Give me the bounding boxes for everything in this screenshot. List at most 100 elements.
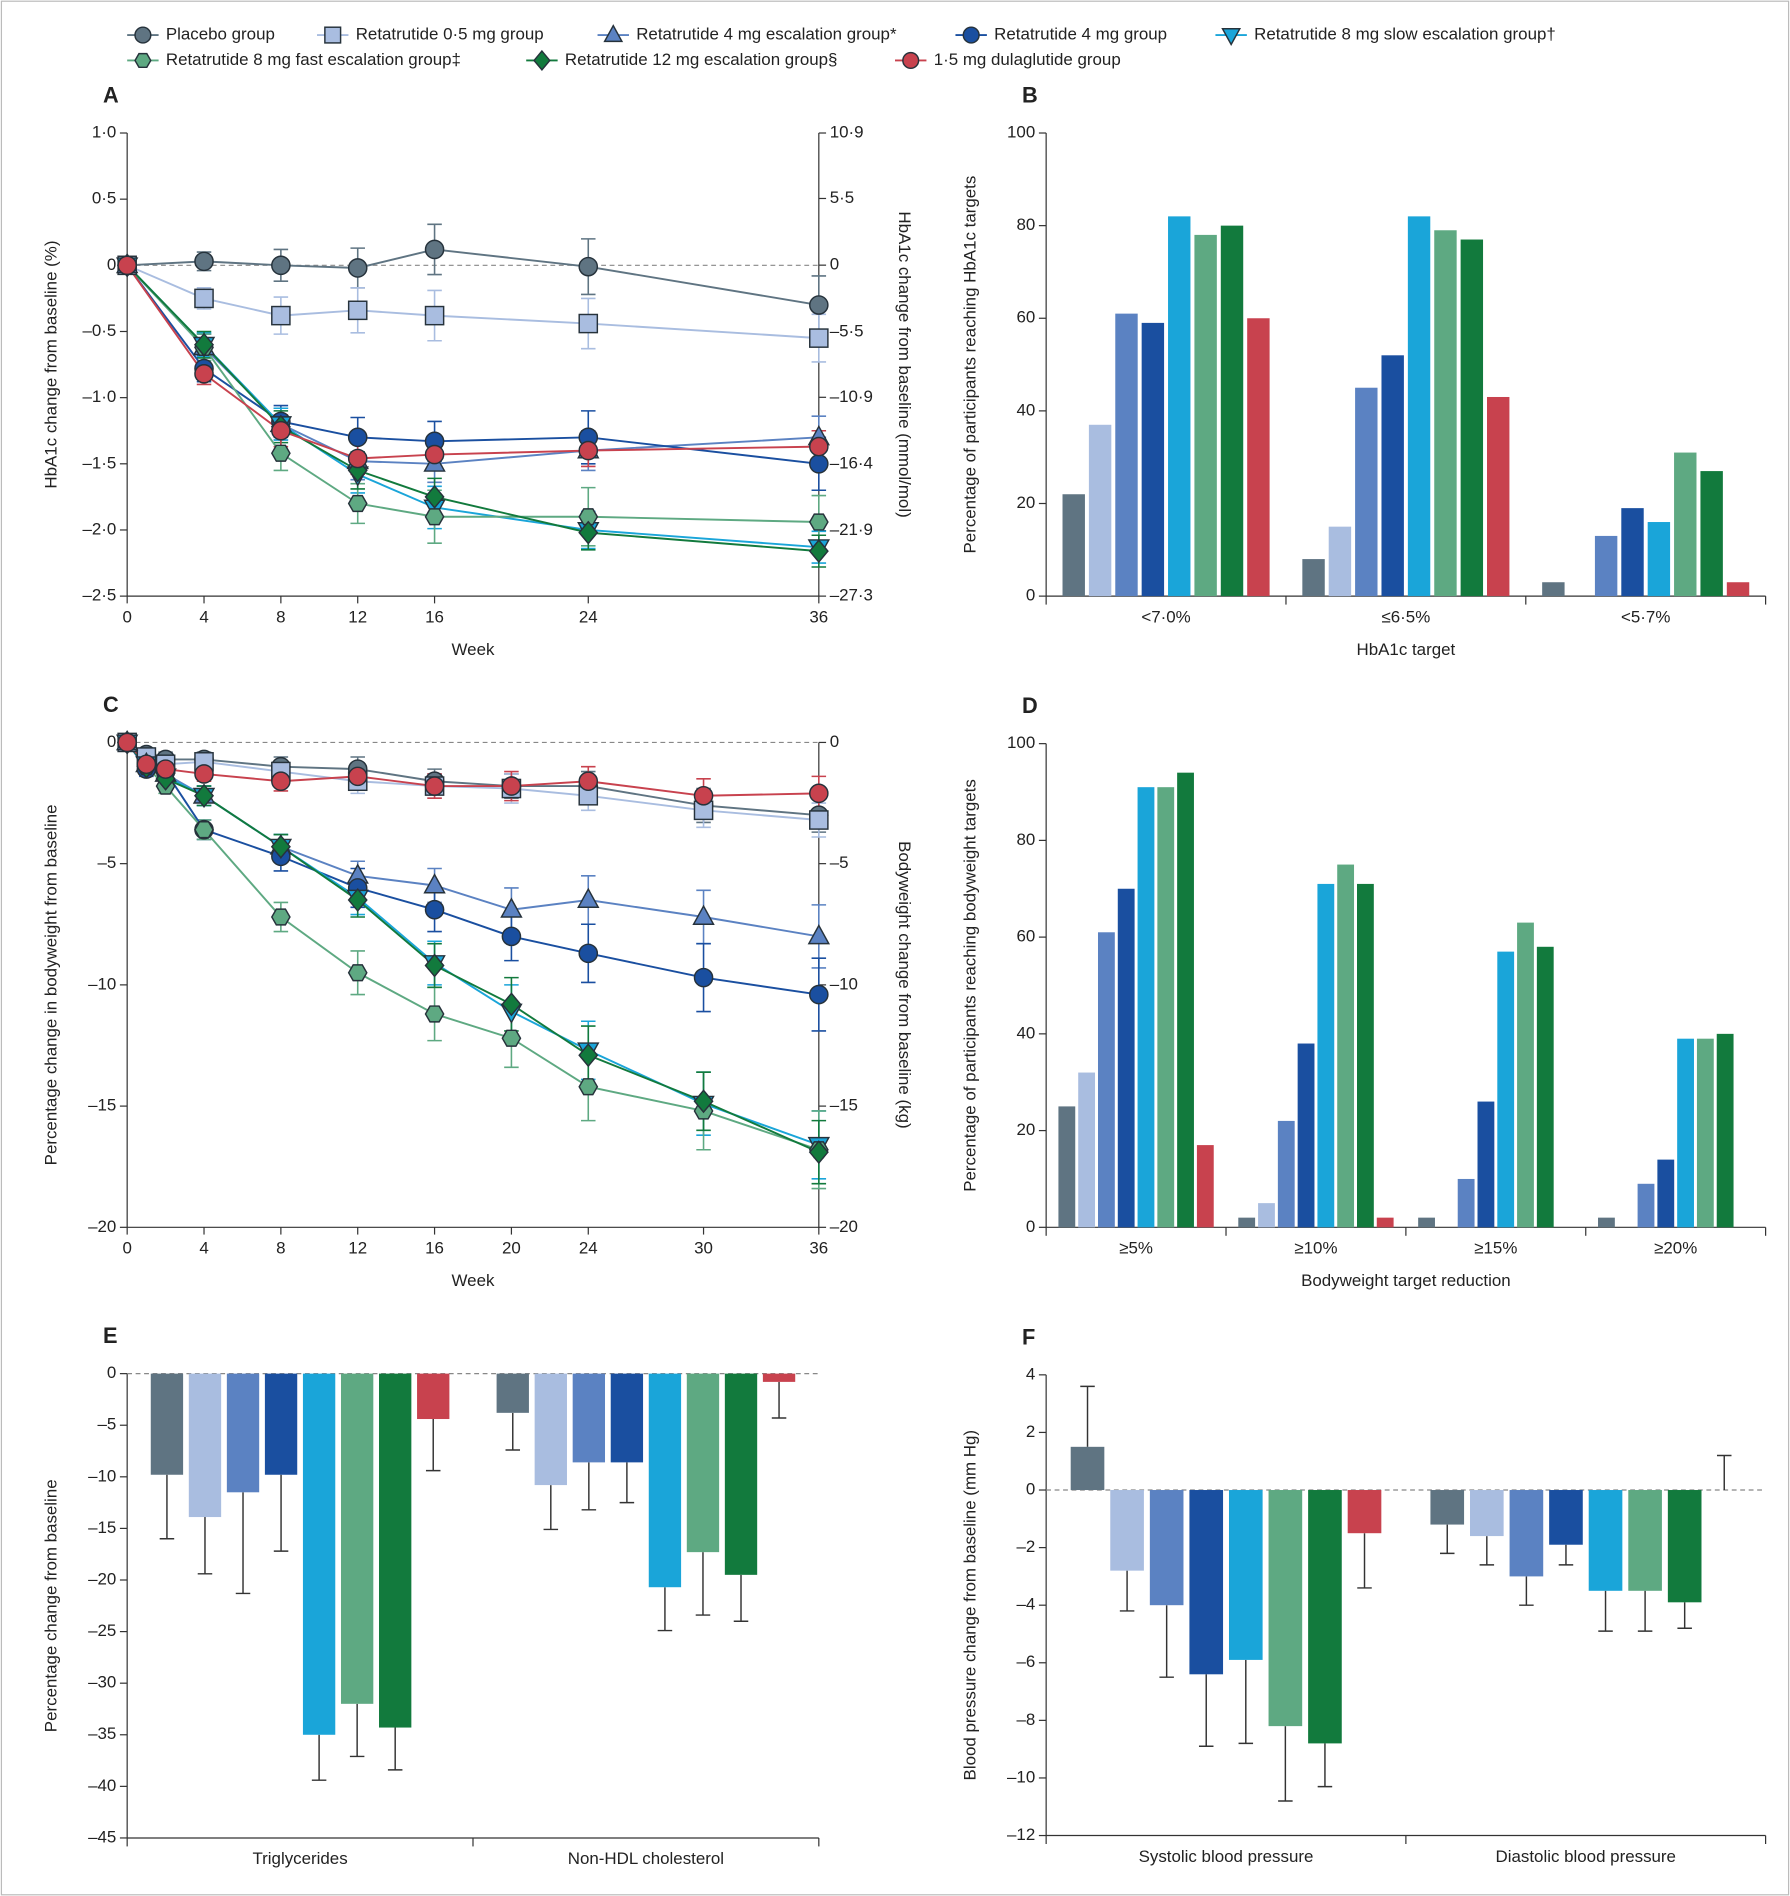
y-tick-label: 60 [1016, 308, 1035, 327]
bar [1194, 234, 1217, 597]
error-bar [1439, 1524, 1455, 1555]
x-tick-label: 20 [502, 1239, 521, 1258]
bar [1677, 1038, 1694, 1228]
bar [1726, 582, 1750, 597]
bar [1594, 535, 1618, 597]
marker [194, 364, 214, 384]
x-tick-label: Triglycerides [252, 1849, 347, 1868]
error-bar [543, 1485, 559, 1531]
y-tick-label: 4 [1026, 1364, 1035, 1383]
error-bar [581, 1462, 597, 1511]
bar [1418, 1217, 1435, 1228]
bar [1268, 1490, 1303, 1727]
marker [424, 305, 445, 326]
y-tick-label: 0 [1026, 586, 1035, 605]
error-bar [159, 1474, 175, 1540]
y-tick-label: –0·5 [82, 321, 116, 340]
error-bar [1637, 1590, 1653, 1632]
bar [1637, 1183, 1655, 1228]
error-bar [657, 1587, 673, 1632]
marker [693, 1089, 714, 1114]
bar [1337, 864, 1355, 1228]
bar [1189, 1490, 1224, 1675]
bar [1477, 1101, 1495, 1228]
error-bar [1317, 1743, 1333, 1788]
bar [1088, 424, 1112, 597]
bar [1110, 1490, 1144, 1571]
y-tick-label: –20 [88, 1569, 116, 1588]
marker [117, 255, 137, 276]
legend-label: Retatrutide 8 mg fast escalation group‡ [166, 50, 461, 69]
y-tick-label: 80 [1016, 830, 1035, 849]
marker [424, 899, 445, 920]
y-tick-label: –5 [97, 1415, 116, 1434]
y2-axis-label: Bodyweight change from baseline (kg) [895, 841, 914, 1129]
marker [347, 888, 368, 913]
marker [808, 1140, 829, 1165]
y-tick-label: 40 [1016, 400, 1035, 419]
y-tick-label: –1·0 [82, 387, 116, 406]
legend-marker [603, 24, 624, 43]
marker [347, 258, 368, 278]
x-tick-label: ≥5% [1119, 1239, 1153, 1258]
error-bar [1080, 1385, 1095, 1447]
marker [807, 924, 831, 945]
marker [693, 785, 714, 806]
y-tick-label: 60 [1016, 927, 1035, 946]
marker [578, 771, 599, 792]
bar [1347, 1490, 1382, 1534]
bar [724, 1373, 758, 1575]
y2-tick-label: –5·5 [830, 321, 864, 340]
y2-axis-label: HbA1c change from baseline (mmol/mol) [895, 211, 914, 517]
bar [226, 1373, 260, 1493]
y2-tick-label: 10·9 [830, 122, 864, 141]
y-axis-label: Percentage change from baseline [42, 1479, 61, 1732]
marker [809, 810, 829, 830]
marker [578, 520, 599, 545]
marker [155, 759, 176, 779]
legend-marker [324, 26, 342, 44]
bar [1058, 1106, 1076, 1228]
legend-label: Retatrutide 0·5 mg group [356, 25, 544, 44]
bar [1434, 230, 1457, 597]
bar [496, 1373, 529, 1413]
y-tick-label: –45 [88, 1827, 116, 1846]
y-axis-label: Percentage change in bodyweight from bas… [42, 804, 61, 1165]
x-tick-label: Diastolic blood pressure [1496, 1847, 1676, 1866]
x-axis-label: HbA1c target [1357, 640, 1456, 659]
panel-label: F [1022, 1324, 1035, 1349]
y-tick-label: –5 [97, 853, 116, 872]
marker [271, 255, 291, 276]
y-tick-label: –2 [1016, 1537, 1035, 1556]
marker [578, 1043, 599, 1068]
bar [1238, 1217, 1256, 1228]
y-tick-label: –30 [88, 1673, 116, 1692]
error-bar [1479, 1536, 1495, 1566]
marker [136, 754, 157, 775]
marker [424, 953, 445, 978]
y-tick-label: 1·0 [92, 122, 116, 141]
bar [1628, 1490, 1662, 1591]
legend-marker [1221, 28, 1242, 47]
y-tick-label: 0 [1026, 1479, 1035, 1498]
y2-tick-label: 5·5 [830, 188, 854, 207]
bar [1549, 1490, 1583, 1545]
x-tick-label: 4 [199, 1239, 208, 1258]
error-bar [619, 1462, 635, 1504]
marker [270, 908, 291, 926]
marker [347, 494, 368, 513]
y-tick-label: 0 [107, 255, 116, 274]
error-bar [387, 1727, 403, 1771]
x-tick-label: Non-HDL cholesterol [568, 1849, 724, 1868]
legend-label: Placebo group [166, 25, 275, 44]
y-tick-label: –2·0 [82, 519, 116, 538]
marker [424, 484, 445, 509]
error-bar [1558, 1544, 1574, 1566]
y-tick-label: 20 [1016, 1120, 1035, 1139]
x-tick-label: 36 [809, 607, 828, 626]
bar [1177, 772, 1194, 1228]
panel-label: E [103, 1323, 118, 1348]
marker [809, 436, 829, 457]
bar [1376, 1217, 1394, 1228]
